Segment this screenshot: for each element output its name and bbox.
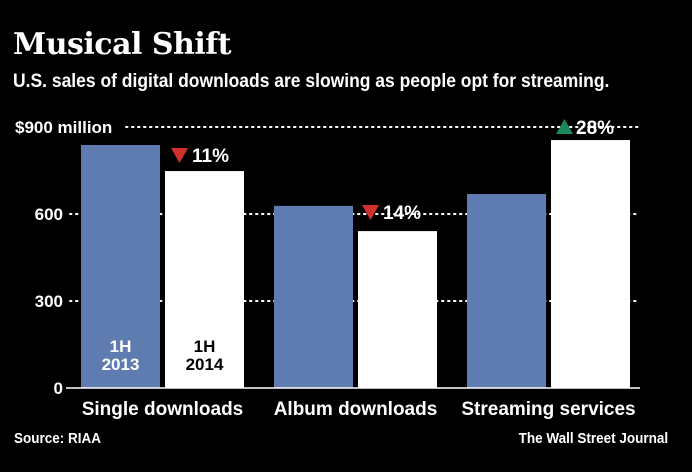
category-label: Single downloads: [82, 399, 244, 420]
bars: [81, 140, 630, 388]
change-percent-label: 14%: [383, 203, 421, 224]
bar-1h-2013: [467, 193, 546, 388]
series-label-line2: 2014: [186, 355, 224, 374]
y-tick-label: 600: [35, 205, 63, 224]
bar-1h-2013: [274, 205, 353, 388]
category-labels: Single downloads Album downloads Streaming…: [82, 399, 636, 420]
change-percent-label: 28%: [576, 118, 614, 139]
down-triangle-icon: [362, 205, 379, 220]
y-axis-tick-labels: 0 300 600 $900 million: [15, 118, 112, 398]
source-note: Source: RIAA: [14, 430, 102, 447]
change-percent-label: 11%: [192, 146, 229, 167]
bar-1h-2014: [358, 231, 437, 388]
chart-title: Musical Shift: [13, 27, 232, 62]
chart-subtitle: U.S. sales of digital downloads are slow…: [13, 71, 610, 92]
down-triangle-icon: [171, 148, 188, 163]
bar-1h-2014: [551, 140, 630, 388]
series-label-line1: 1H: [194, 337, 216, 356]
change-annotations: 11% 14% 28%: [171, 118, 614, 224]
publisher-credit: The Wall Street Journal: [518, 430, 668, 447]
y-tick-label: 300: [35, 292, 63, 311]
bar-1h-2014: [165, 171, 244, 388]
series-label-line1: 1H: [110, 337, 132, 356]
y-tick-label: $900 million: [15, 118, 112, 137]
bar-1h-2013: [81, 144, 160, 388]
y-tick-label: 0: [54, 379, 63, 398]
category-label: Album downloads: [274, 399, 438, 420]
up-triangle-icon: [556, 119, 573, 134]
series-label-line2: 2013: [102, 355, 140, 374]
category-label: Streaming services: [461, 399, 635, 420]
